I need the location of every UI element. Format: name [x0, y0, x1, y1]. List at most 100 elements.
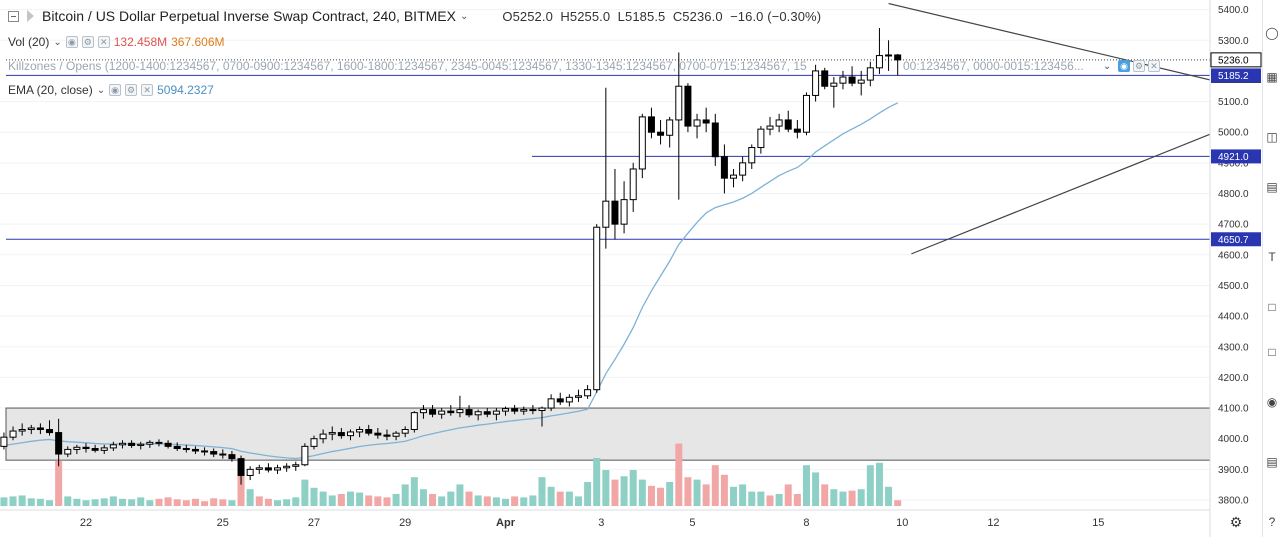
flag-icon[interactable] [27, 10, 34, 22]
candle [319, 429, 327, 444]
vol-indicator-name[interactable]: Vol (20) [8, 35, 50, 49]
ema-line [0, 102, 898, 460]
volume-bar [483, 496, 491, 506]
candle [0, 432, 8, 450]
ideas-icon[interactable]: ▤ [1266, 180, 1278, 194]
symbol-title[interactable]: Bitcoin / US Dollar Perpetual Inverse Sw… [42, 8, 456, 24]
help-icon[interactable]: ? [1268, 515, 1276, 529]
candle-body [456, 409, 464, 414]
candle-body [337, 432, 345, 437]
volume-bar [383, 497, 391, 506]
price-tick-label: 4400.0 [1218, 312, 1249, 323]
time-tick-label: 5 [689, 517, 695, 529]
volume-bar [429, 494, 437, 506]
volume-bar [638, 479, 646, 506]
candle [693, 113, 701, 139]
candle-body [784, 119, 792, 130]
eye-icon[interactable]: ◉ [1118, 60, 1130, 72]
price-tick-label: 4000.0 [1218, 434, 1249, 445]
candle-body [511, 408, 519, 412]
volume-bar [894, 500, 902, 506]
candle-body [802, 94, 810, 133]
time-tick-label: 25 [217, 517, 229, 529]
volume-bar [392, 494, 400, 506]
volume-bar [802, 465, 810, 506]
calendar2-icon[interactable]: ▤ [1266, 455, 1278, 469]
comment-icon[interactable]: □ [1268, 345, 1276, 359]
candle-body [574, 395, 582, 398]
candle [64, 446, 72, 458]
volume-bar [857, 489, 865, 506]
candle-body [283, 465, 291, 469]
notification-icon[interactable]: ◉ [1266, 395, 1278, 409]
trendline[interactable] [911, 116, 1254, 255]
chevron-down-icon[interactable]: ⌄ [53, 36, 62, 48]
killzones-indicator-tail[interactable]: 00:1234567, 0000-0015:123456... [903, 59, 1084, 73]
settings-icon[interactable]: ⚙ [1133, 60, 1145, 72]
close-icon[interactable]: ✕ [1148, 60, 1160, 72]
ema-indicator-name[interactable]: EMA (20, close) [8, 83, 93, 97]
candle [410, 411, 418, 433]
volume-bar [456, 484, 464, 506]
volume-bar [301, 479, 309, 506]
volume-bar [830, 489, 838, 506]
trendline[interactable] [888, 2, 1262, 93]
chevron-down-icon[interactable]: ⌄ [459, 10, 469, 22]
candle [246, 466, 254, 481]
calendar-icon[interactable]: ◫ [1266, 130, 1278, 144]
candle [310, 435, 318, 450]
candle [237, 455, 245, 485]
volume-bar [511, 496, 519, 506]
data-window-icon[interactable]: ▦ [1266, 70, 1278, 84]
volume-bar [666, 482, 674, 506]
candle-body [857, 79, 865, 84]
volume-bar [675, 443, 683, 506]
eye-icon[interactable]: ◉ [109, 84, 122, 96]
eye-icon[interactable]: ◉ [65, 36, 78, 48]
settings-icon[interactable]: ⚙ [81, 36, 94, 48]
settings-icon[interactable]: ⚙ [125, 84, 138, 96]
candle-body [684, 85, 692, 127]
candle-body [611, 200, 619, 225]
candle [419, 404, 427, 419]
candle [666, 116, 674, 148]
chevron-down-icon[interactable]: ⌄ [1103, 60, 1112, 72]
candle [429, 404, 437, 418]
volume-bar [474, 495, 482, 506]
chevron-down-icon[interactable]: ⌄ [96, 84, 106, 96]
candle-body [885, 54, 893, 57]
close-icon[interactable]: ✕ [97, 36, 110, 48]
killzones-indicator-name[interactable]: Killzones / Opens (1200-1400:1234567, 07… [8, 59, 807, 73]
alert-icon[interactable]: ◯ [1265, 26, 1279, 40]
candle [784, 110, 792, 133]
candle [638, 113, 646, 179]
volume-bar [0, 497, 8, 506]
candle [292, 461, 300, 471]
candle [684, 83, 692, 133]
volume-bar [702, 484, 710, 506]
collapse-legend-icon[interactable] [8, 10, 19, 22]
candle-body [529, 409, 537, 412]
volume-bar [574, 496, 582, 506]
chart-settings-icon[interactable]: ⚙ [1230, 514, 1243, 530]
volume-bar [410, 477, 418, 506]
candle [675, 52, 683, 200]
chat-icon[interactable]: □ [1268, 300, 1276, 314]
candle [730, 168, 738, 188]
candle-body [875, 55, 883, 69]
price-axis[interactable] [1210, 0, 1262, 537]
candle [875, 27, 883, 74]
volume-bar [492, 497, 500, 506]
volume-bar [565, 491, 573, 506]
candle-body [46, 429, 54, 434]
price-tick-label: 4800.0 [1218, 189, 1249, 200]
close-icon[interactable]: ✕ [141, 84, 154, 96]
candle [848, 66, 856, 87]
candle-body [866, 67, 874, 81]
volume-bar [319, 491, 327, 506]
candle-body [356, 429, 364, 433]
volume-bar [100, 498, 108, 506]
text-icon[interactable]: T [1268, 250, 1276, 264]
candle [629, 162, 637, 212]
